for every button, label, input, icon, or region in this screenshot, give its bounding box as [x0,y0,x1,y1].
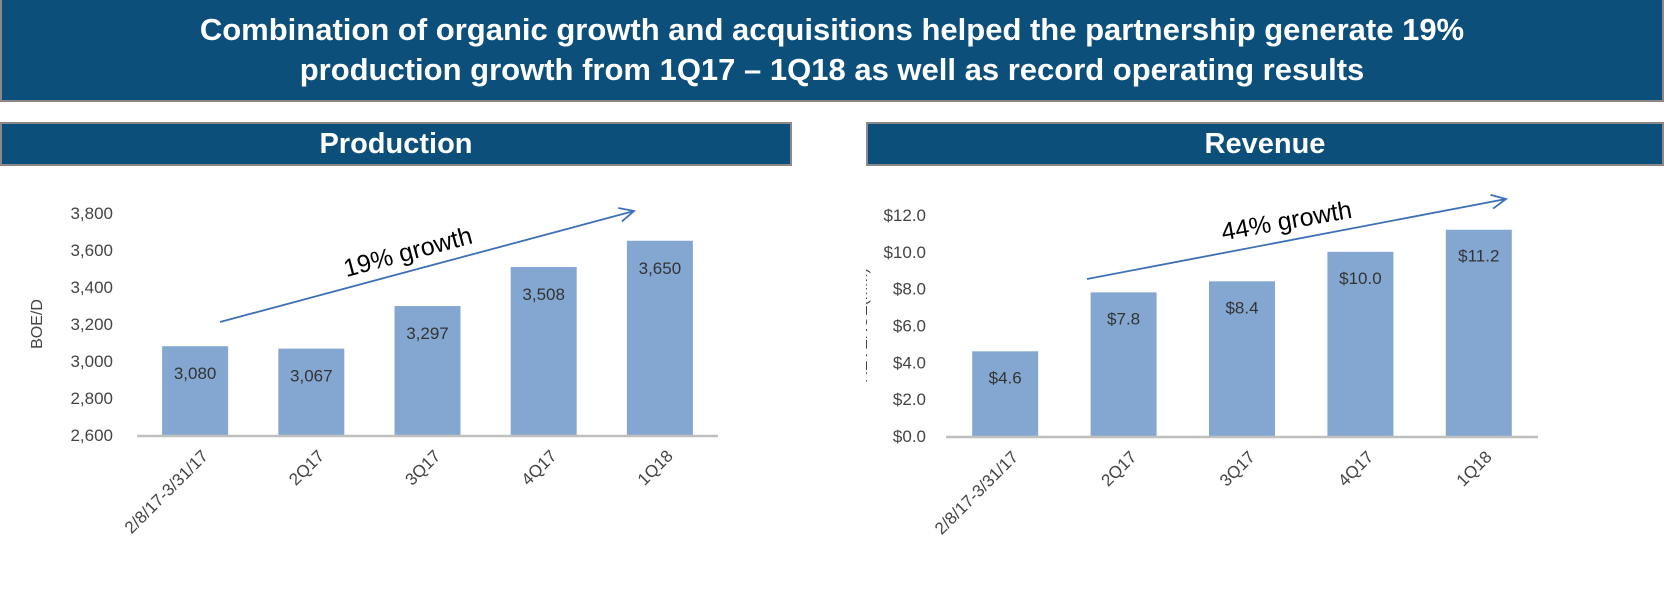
production-ytick-label: 2,600 [70,426,113,445]
production-category-label: 2/8/17-3/31/17 [121,446,212,537]
banner-title: Combination of organic growth and acquis… [62,10,1602,90]
production-ytick-label: 3,200 [70,315,113,334]
revenue-growth-arrow [1086,198,1507,280]
production-data-label: 3,650 [639,259,682,278]
production-bar [510,267,577,435]
production-bar [626,240,693,435]
revenue-data-label: $4.6 [989,368,1022,387]
revenue-bar [1327,251,1394,436]
revenue-data-label: $11.2 [1458,247,1499,266]
revenue-bar [1445,229,1512,436]
revenue-bar [972,351,1039,436]
revenue-growth-annotation: 44% growth [1219,196,1354,247]
revenue-data-label: $10.0 [1339,269,1382,288]
title-banner: Combination of organic growth and acquis… [0,0,1664,102]
revenue-category-label: 2/8/17-3/31/17 [931,447,1022,538]
production-growth-arrowhead [618,207,636,223]
production-growth-annotation: 19% growth [341,222,476,283]
production-ytick-label: 3,800 [70,204,113,223]
production-category-label: 1Q18 [634,446,677,489]
revenue-ytick-label: $10.0 [883,243,926,262]
production-data-label: 3,297 [406,324,449,343]
revenue-category-label: 3Q17 [1216,447,1259,490]
banner-line-1: Combination of organic growth and acquis… [199,12,1465,47]
production-y-axis-label: BOE/D [29,299,46,349]
production-ytick-label: 2,800 [70,389,113,408]
revenue-ytick-label: $0.0 [893,427,926,446]
production-category-label: 3Q17 [401,446,444,489]
revenue-header: Revenue [866,122,1664,166]
production-bar [162,346,229,435]
production-category-label: 2Q17 [285,446,328,489]
production-ytick-label: 3,000 [70,352,113,371]
production-ytick-label: 3,600 [70,241,113,260]
revenue-ytick-label: $8.0 [893,280,926,299]
production-data-label: 3,508 [522,285,565,304]
revenue-ytick-label: $6.0 [893,317,926,336]
revenue-data-label: $7.8 [1107,309,1140,328]
revenue-category-label: 2Q17 [1098,447,1141,490]
revenue-ytick-label: $2.0 [893,390,926,409]
production-chart: 2,600 2,800 3,000 3,200 3,400 3,600 3,800 BOE/D… [29,204,718,537]
revenue-ytick-label: $12.0 [883,206,926,225]
revenue-category-label: 4Q17 [1334,447,1377,490]
production-ytick-label: 3,400 [70,278,113,297]
production-bar [278,348,345,435]
revenue-ytick-label: $4.0 [893,353,926,372]
production-header: Production [0,122,792,166]
production-category-label: 4Q17 [518,446,561,489]
revenue-bar [1090,292,1157,436]
production-growth-arrow [219,210,635,323]
revenue-y-axis-label: REVENUE(MM) [866,268,871,383]
revenue-chart: $0.0 $2.0 $4.0 $6.0 $8.0 $10.0 $12.0 REVENUE(MM… [866,193,1538,538]
production-bar [394,306,461,435]
revenue-category-label: 1Q18 [1453,447,1496,490]
banner-line-2: production growth from 1Q17 – 1Q18 as we… [299,52,1365,87]
production-data-label: 3,080 [174,364,217,383]
revenue-data-label: $8.4 [1225,298,1258,317]
revenue-bar [1209,281,1275,436]
revenue-growth-arrowhead [1490,193,1509,210]
production-data-label: 3,067 [290,367,333,386]
